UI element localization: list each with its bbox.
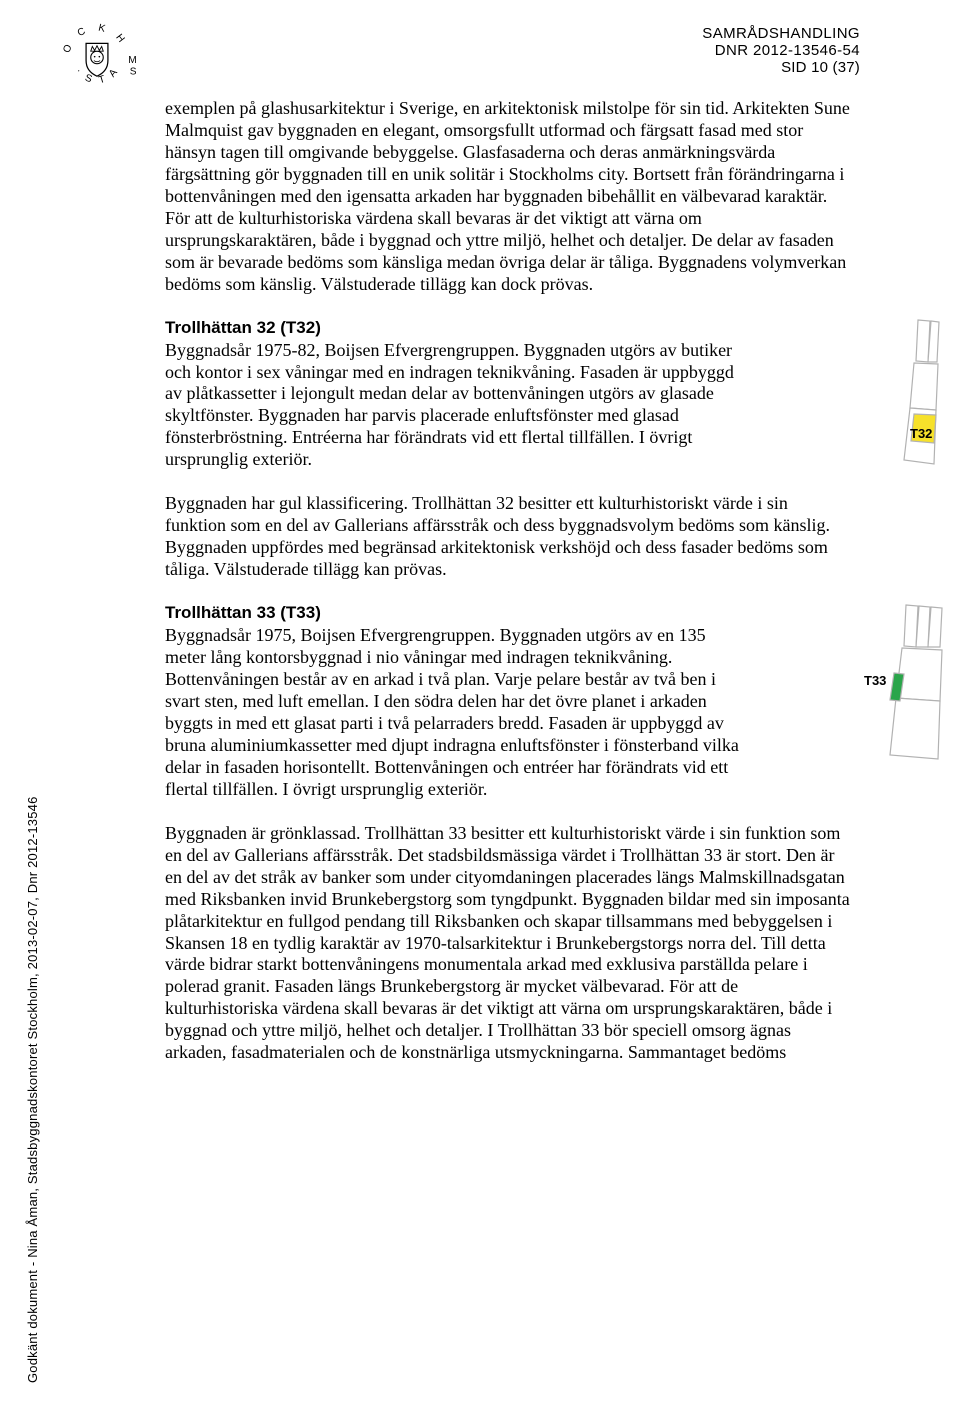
svg-text:S: S: [130, 67, 136, 78]
header-meta: SAMRÅDSHANDLING DNR 2012-13546-54 SID 10…: [702, 25, 860, 76]
paragraph-t33-a: Byggnadsår 1975, Boijsen Efvergrengruppe…: [165, 625, 850, 801]
figure-t32-map: T32: [864, 318, 950, 468]
approval-note: Godkänt dokument - Nina Åman, Stadsbyggn…: [25, 796, 40, 1383]
section-t33: Trollhättan 33 (T33) Byggnadsår 1975, Bo…: [165, 603, 850, 801]
header-line-2: DNR 2012-13546-54: [702, 42, 860, 59]
header-line-1: SAMRÅDSHANDLING: [702, 25, 860, 42]
heading-t33: Trollhättan 33 (T33): [165, 603, 850, 623]
content: exemplen på glashusarkitektur i Sverige,…: [165, 98, 850, 1064]
section-t32: Trollhättan 32 (T32) Byggnadsår 1975-82,…: [165, 318, 850, 472]
page: O C K H O L · S T A D · M S SAMRÅDSHANDL…: [0, 0, 960, 1423]
paragraph-t33-b: Byggnaden är grönklassad. Trollhättan 33…: [165, 823, 850, 1064]
heading-t32: Trollhättan 32 (T32): [165, 318, 850, 338]
figure-t32-label: T32: [910, 426, 932, 441]
paragraph-intro: exemplen på glashusarkitektur i Sverige,…: [165, 98, 850, 296]
figure-t33-label: T33: [864, 673, 886, 688]
header-line-3: SID 10 (37): [702, 59, 860, 76]
paragraph-t32-a: Byggnadsår 1975-82, Boijsen Efvergrengru…: [165, 340, 850, 472]
paragraph-t32-b: Byggnaden har gul klassificering. Trollh…: [165, 493, 850, 581]
city-crest-logo: O C K H O L · S T A D · M S: [58, 20, 136, 98]
svg-text:M: M: [128, 55, 136, 66]
figure-t33-map: T33: [864, 603, 950, 763]
